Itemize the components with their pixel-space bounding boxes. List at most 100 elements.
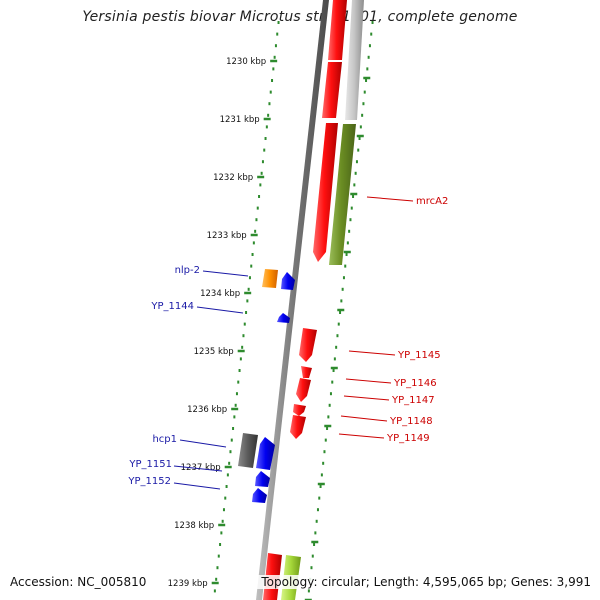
ring-dot	[255, 218, 258, 222]
ring-dot	[315, 519, 318, 523]
ring-dot	[269, 90, 272, 94]
gene-labels: mrcA2 YP_1145 YP_1146 YP_1147 YP_1148 YP_1149…	[127, 196, 448, 490]
ruler-tick-label: 1233 kbp	[207, 231, 247, 241]
gene-label-leader	[345, 378, 392, 384]
gene-label-reverse: YP_1152	[127, 476, 171, 487]
ring-dot	[243, 322, 246, 326]
gene-label-forward: YP_1149	[386, 433, 430, 444]
ruler-tick-label: 1235 kbp	[194, 347, 234, 357]
gene-hcp1-partner	[256, 437, 275, 470]
ring-dot	[358, 137, 361, 140]
ring-dot	[337, 322, 340, 326]
ring-dot	[267, 113, 270, 117]
ring-dot	[215, 577, 218, 581]
ring-dot	[359, 125, 362, 129]
ring-dot	[226, 473, 229, 477]
ring-dot	[238, 369, 241, 372]
reverse-strand-genes	[238, 269, 295, 503]
ruler-tick-label: 1232 kbp	[213, 173, 253, 183]
ring-dot	[221, 519, 224, 523]
ring-dot	[339, 311, 342, 314]
forward-strand-genes	[263, 0, 364, 600]
ring-dot	[235, 392, 238, 396]
ring-dot	[323, 450, 326, 454]
gene-label-leader	[196, 306, 244, 314]
gene-YP_1151	[255, 471, 270, 487]
ring-dot	[277, 21, 280, 24]
ring-dot	[362, 102, 365, 106]
ring-dot	[314, 531, 317, 535]
ring-dot	[310, 566, 313, 570]
ring-dot	[225, 485, 228, 488]
gene-hcp1	[238, 433, 258, 468]
ring-dot	[332, 369, 335, 372]
ring-dot	[239, 357, 242, 361]
ring-dot	[307, 589, 310, 593]
ruler-tick-label: 1231 kbp	[220, 115, 260, 125]
gene-label-forward: mrcA2	[416, 196, 448, 207]
genome-backbone	[256, 0, 329, 600]
inner-ring-dots	[213, 21, 280, 593]
ring-dot	[368, 44, 371, 48]
ring-dot	[371, 21, 374, 24]
ring-dot	[254, 229, 257, 233]
ring-dot	[311, 554, 314, 558]
ring-dot	[342, 276, 345, 280]
ring-dot	[331, 380, 334, 384]
ring-dot	[352, 195, 355, 198]
gene-label-leader	[348, 350, 396, 356]
gene-YP_1149	[290, 415, 306, 439]
ring-dot	[273, 55, 276, 59]
ring-dot	[256, 206, 259, 210]
ring-dot	[344, 264, 347, 268]
gene-label-leader	[343, 395, 390, 401]
ring-dot	[248, 276, 251, 280]
gene-nlp-2-partner	[281, 272, 295, 290]
ring-dot	[366, 67, 369, 71]
ring-dot	[276, 32, 279, 36]
ring-dot	[237, 380, 240, 384]
ring-dot	[333, 357, 336, 361]
ring-dot	[246, 299, 249, 303]
gene-label-leader	[340, 415, 388, 422]
ruler-tick-label: 1234 kbp	[200, 289, 240, 299]
ring-dot	[213, 589, 216, 593]
genome-summary-text: Topology: circular; Length: 4,595,065 bp…	[257, 575, 591, 589]
ring-dot	[354, 171, 357, 175]
ring-dot	[258, 195, 261, 198]
gene-YP_1144	[277, 313, 290, 323]
ring-dot	[345, 253, 348, 256]
ring-dot	[357, 148, 360, 152]
ruler-tick-label: 1230 kbp	[226, 57, 266, 67]
ring-dot	[268, 102, 271, 106]
ring-dot	[340, 299, 343, 303]
gene-feature-red	[328, 0, 347, 60]
ring-dot	[348, 229, 351, 233]
ring-dot	[329, 392, 332, 396]
ring-dot	[370, 32, 373, 36]
ring-dot	[341, 287, 344, 291]
gene-feature-red	[322, 62, 342, 118]
ring-dot	[274, 44, 277, 48]
ring-dot	[220, 531, 223, 535]
ring-dot	[336, 334, 339, 338]
ring-dot	[241, 345, 244, 349]
gene-YP_1148	[293, 404, 306, 416]
ring-dot	[260, 171, 263, 175]
ring-dot	[361, 113, 364, 117]
ruler-tick-label: 1238 kbp	[174, 521, 214, 531]
ring-dot	[261, 160, 264, 164]
ring-dot	[319, 485, 322, 488]
gene-label-reverse: hcp1	[152, 434, 177, 445]
ruler-tick-label: 1239 kbp	[168, 579, 208, 589]
gene-label-forward: YP_1146	[393, 378, 437, 389]
ring-dot	[252, 241, 255, 245]
gene-feature-gray	[345, 0, 364, 120]
ring-dot	[265, 125, 268, 129]
ring-dot	[313, 543, 316, 546]
ring-dot	[316, 508, 319, 512]
ring-dot	[327, 415, 330, 419]
ring-dot	[363, 90, 366, 94]
gene-label-reverse: nlp-2	[175, 265, 200, 276]
gene-YP_1147	[296, 378, 311, 402]
